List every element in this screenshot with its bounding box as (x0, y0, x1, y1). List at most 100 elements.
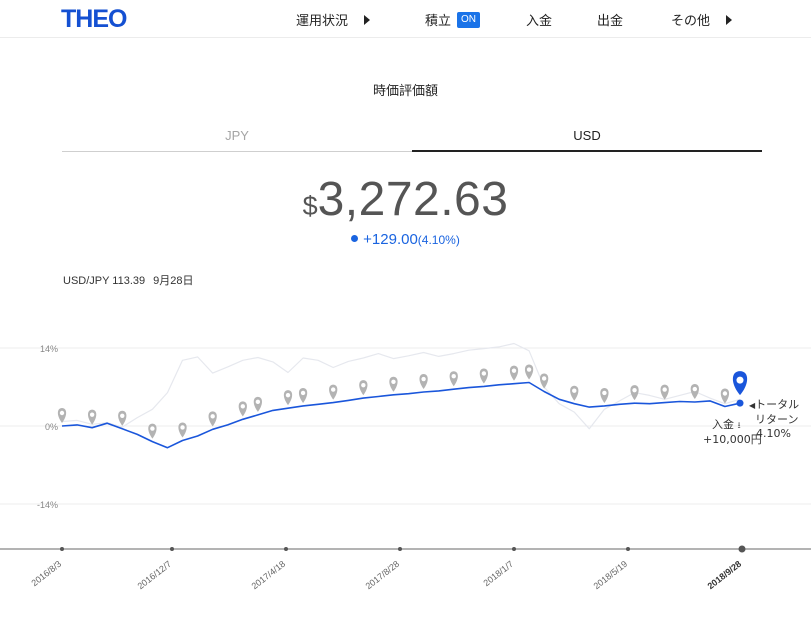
deposit-pin-icon (449, 371, 458, 387)
performance-chart[interactable]: 14% 0% -14% 2016/8/3 2016/12/7 2017/4/18 2017/… (0, 330, 811, 619)
nav-portfolio-status[interactable]: 運用状況 (296, 10, 371, 29)
x-tick-dot (60, 547, 64, 551)
deposit-pin-hole (391, 379, 396, 384)
deposit-pin-hole (541, 376, 547, 381)
theo-logo[interactable]: THEO (61, 5, 127, 33)
x-tick-label: 2016/12/7 (136, 559, 174, 592)
caret-right-icon (726, 14, 733, 25)
y-tick-label: 14% (40, 344, 58, 354)
deposit-pin-hole (300, 390, 306, 396)
x-tick-label: 2017/4/18 (250, 559, 288, 592)
deposit-pin-icon (238, 401, 247, 417)
currency-symbol: $ (302, 191, 318, 221)
deposit-pin-icon (419, 374, 428, 390)
deposit-pin-hole (285, 392, 291, 398)
change-percent: (4.10%) (417, 233, 460, 247)
deposit-pin-hole (572, 388, 577, 393)
nav-accumulation[interactable]: 積立 ON (425, 10, 481, 29)
caret-right-icon (364, 14, 371, 25)
x-tick-dot (626, 547, 630, 551)
deposit-pin-icon (690, 384, 699, 400)
deposit-pin-icon (570, 385, 579, 401)
deposit-annotation-amount: +10,000円 (703, 433, 762, 446)
currency-tabs: JPY USD (62, 128, 762, 152)
nav-withdraw-label: 出金 (597, 14, 624, 29)
deposit-pin-hole (451, 374, 456, 379)
nav-withdraw[interactable]: 出金 (597, 10, 623, 29)
total-return-label-2: リターン (755, 413, 799, 426)
x-tick-dot (170, 547, 174, 551)
nav-accumulation-label: 積立 (425, 14, 452, 29)
deposit-pin-hole (632, 387, 637, 393)
deposit-pin-hole (361, 382, 366, 388)
deposit-pin-icon (630, 385, 639, 401)
app-header: THEO 運用状況 積立 ON 入金 出金 その他 (0, 0, 811, 38)
deposit-pin-icon (148, 423, 157, 439)
fx-rate-label: USD/JPY 113.39 (63, 275, 146, 287)
deposit-pin-icon (57, 408, 67, 423)
fx-rate: USD/JPY 113.39 9月28日 (63, 272, 194, 288)
x-tick-label: 2017/8/28 (364, 559, 402, 592)
x-tick-dot (738, 545, 746, 553)
y-tick-label: -14% (37, 500, 58, 510)
deposit-pin-hole (59, 410, 65, 416)
return-line1: トータル (755, 398, 800, 411)
deposit-label: 入金 (712, 418, 734, 431)
deposit-pin-icon (118, 410, 127, 426)
deposit-pin-hole (180, 425, 185, 430)
deposit-pin-icon (524, 364, 534, 380)
deposit-pin-icon (253, 396, 263, 412)
x-tick-label: 2018/1/7 (481, 559, 515, 588)
nav-portfolio-status-label: 運用状況 (296, 14, 349, 29)
value-change: +129.00(4.10%) (0, 231, 811, 249)
fx-rate-date: 9月28日 (153, 275, 194, 287)
change-dot-icon (351, 235, 359, 242)
deposit-pin-icon (87, 409, 97, 425)
total-return-label-1: ◀トータル (749, 396, 799, 412)
total-return-percent: 4.10% (756, 427, 791, 440)
deposit-pin-icon (479, 368, 489, 384)
current-pin-hole (736, 376, 744, 384)
deposit-pin-hole (150, 426, 155, 431)
x-tick-label: 2018/9/28 (706, 559, 744, 592)
benchmark-line (61, 342, 741, 430)
current-point (736, 399, 744, 407)
tab-jpy[interactable]: JPY (62, 128, 412, 152)
x-tick-dot (512, 547, 516, 551)
deposit-pin-hole (511, 368, 517, 373)
deposit-pin-icon (359, 380, 368, 396)
caret-left-icon: ◀ (749, 401, 756, 410)
download-icon: ⭳ (737, 421, 741, 431)
deposit-pin-icon (283, 390, 293, 406)
tab-usd[interactable]: USD (412, 128, 762, 152)
deposit-annotation-label: 入金 ⭳ (712, 416, 741, 434)
deposit-pin-icon (600, 387, 609, 403)
change-amount: +129.00 (363, 231, 418, 248)
market-value: $3,272.63 (0, 172, 811, 227)
nav-other[interactable]: その他 (671, 10, 733, 29)
deposit-pin-hole (481, 371, 487, 376)
deposit-pin-hole (331, 387, 336, 392)
deposit-pin-hole (692, 386, 697, 392)
deposit-pin-icon (208, 411, 217, 427)
x-tick-label: 2018/5/19 (592, 559, 630, 592)
deposit-pin-hole (210, 414, 215, 419)
deposit-pin-hole (602, 390, 607, 396)
deposit-pin-icon (660, 384, 669, 400)
deposit-pin-hole (120, 413, 125, 418)
deposit-pin-icon (539, 373, 549, 389)
section-title: 時価評価額 (372, 84, 438, 99)
y-tick-label: 0% (45, 422, 58, 432)
x-tick-label: 2016/8/3 (29, 559, 63, 588)
deposit-pin-icon (178, 422, 187, 438)
deposit-pin-hole (240, 404, 245, 409)
deposit-pin-hole (421, 376, 426, 382)
nav-deposit[interactable]: 入金 (526, 10, 552, 29)
deposit-pin-icon (329, 384, 338, 400)
deposit-pin-hole (255, 399, 261, 405)
deposit-pin-icon (389, 376, 398, 392)
deposit-pin-icon (509, 365, 519, 381)
x-tick-dot (398, 547, 402, 551)
deposit-pin-hole (526, 367, 532, 372)
nav-deposit-label: 入金 (526, 14, 553, 29)
